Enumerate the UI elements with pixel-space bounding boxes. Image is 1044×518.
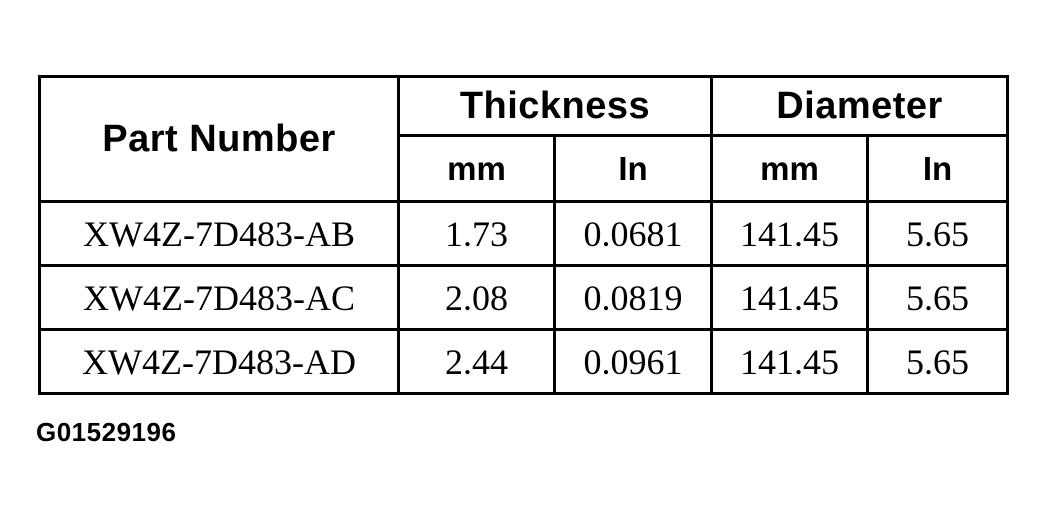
- part-specs-table: Part Number Thickness Diameter mm In mm …: [38, 75, 1010, 395]
- table-row: XW4Z-7D483-AC 2.08 0.0819 141.45 5.65: [38, 264, 1010, 331]
- cell-part-number: XW4Z-7D483-AD: [38, 328, 400, 395]
- cell-thickness-in: 0.0681: [553, 200, 713, 267]
- table-row: XW4Z-7D483-AB 1.73 0.0681 141.45 5.65: [38, 200, 1010, 267]
- cell-part-number: XW4Z-7D483-AC: [38, 264, 400, 331]
- cell-thickness-mm: 2.44: [397, 328, 556, 395]
- cell-thickness-in: 0.0819: [553, 264, 713, 331]
- cell-thickness-mm: 1.73: [397, 200, 556, 267]
- cell-thickness-in: 0.0961: [553, 328, 713, 395]
- column-header-part-number: Part Number: [38, 75, 400, 203]
- column-header-thickness-mm: mm: [397, 134, 556, 203]
- cell-diameter-mm: 141.45: [710, 200, 869, 267]
- cell-diameter-in: 5.65: [865, 328, 1010, 395]
- cell-diameter-in: 5.65: [865, 200, 1010, 267]
- cell-part-number: XW4Z-7D483-AB: [38, 200, 400, 267]
- column-header-diameter-mm: mm: [710, 134, 869, 203]
- table-row: XW4Z-7D483-AD 2.44 0.0961 141.45 5.65: [38, 328, 1010, 395]
- column-group-thickness: Thickness: [397, 75, 713, 137]
- figure-id-caption: G01529196: [36, 417, 177, 447]
- cell-diameter-mm: 141.45: [710, 328, 869, 395]
- cell-thickness-mm: 2.08: [397, 264, 556, 331]
- column-group-diameter: Diameter: [709, 75, 1010, 137]
- column-header-diameter-in: In: [865, 134, 1010, 203]
- column-header-thickness-in: In: [553, 134, 713, 203]
- header-row-units: mm In mm In: [40, 134, 1010, 203]
- header-row-groups: Part Number Thickness Diameter: [38, 75, 1010, 203]
- cell-diameter-in: 5.65: [865, 264, 1010, 331]
- cell-diameter-mm: 141.45: [710, 264, 869, 331]
